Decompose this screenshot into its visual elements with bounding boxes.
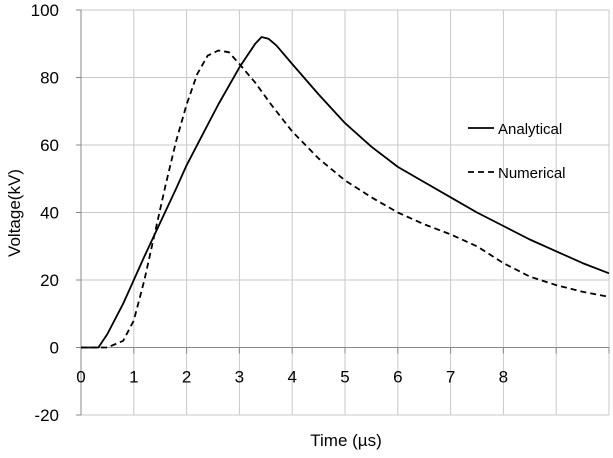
- x-tick-label: 7: [446, 368, 455, 387]
- x-tick-label: 8: [499, 368, 508, 387]
- legend-label-numerical: Numerical: [498, 165, 566, 182]
- legend-label-analytical: Analytical: [498, 121, 562, 138]
- series-lines: [81, 36, 610, 349]
- y-tick-label: 40: [40, 204, 59, 223]
- x-tick-label: 1: [129, 368, 138, 387]
- x-tick-label: 0: [76, 368, 85, 387]
- x-tick-label: 2: [182, 368, 191, 387]
- legend: Analytical Numerical: [468, 121, 566, 182]
- series-line-analytical: [81, 36, 610, 349]
- x-tick-label: 4: [287, 368, 296, 387]
- y-tick-label: 0: [50, 339, 59, 358]
- y-tick-label: -20: [34, 406, 59, 425]
- y-axis-title: Voltage(kV): [5, 169, 24, 257]
- series-line-numerical: [81, 49, 610, 349]
- x-tick-label: 5: [340, 368, 349, 387]
- x-tick-label: 6: [393, 368, 402, 387]
- x-tick-label: 3: [235, 368, 244, 387]
- y-tick-label: 100: [31, 1, 59, 20]
- y-tick-label: 80: [40, 69, 59, 88]
- tick-labels: -20 0 20 40 60 80 100 0 1 2 3 4 5 6 7 8: [31, 1, 509, 425]
- y-tick-label: 60: [40, 136, 59, 155]
- grid-lines: [80, 9, 610, 416]
- x-axis-title: Time (µs): [310, 431, 382, 450]
- y-tick-label: 20: [40, 271, 59, 290]
